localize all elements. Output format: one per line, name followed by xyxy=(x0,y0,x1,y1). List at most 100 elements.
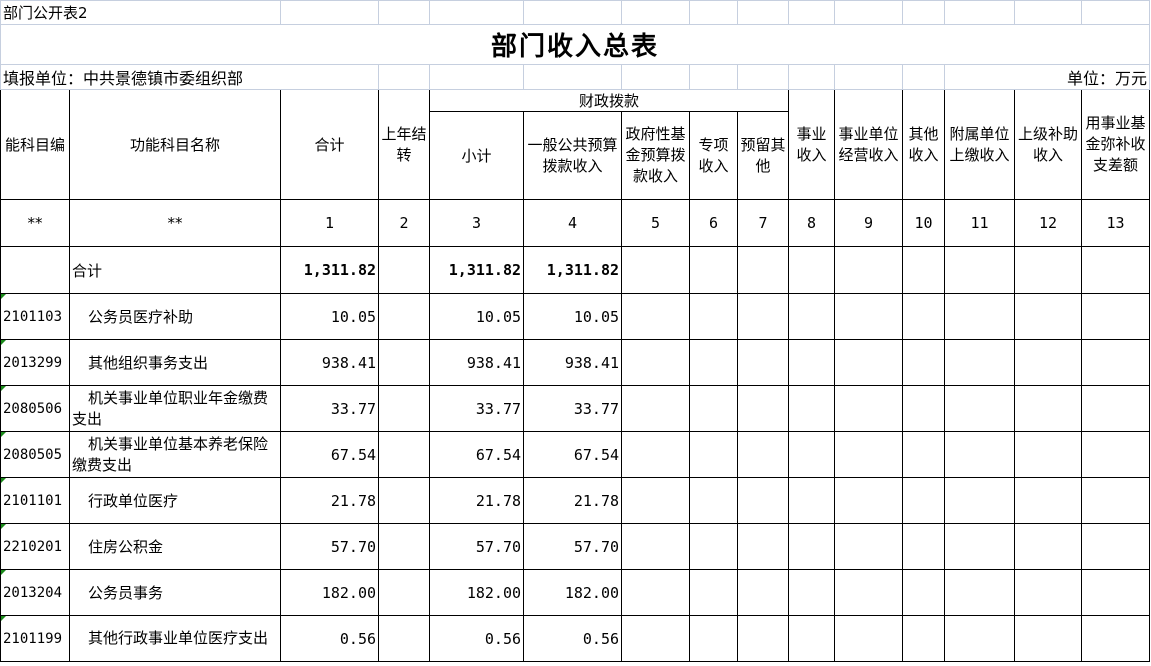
cell[interactable] xyxy=(689,615,739,662)
index-cell[interactable]: 4 xyxy=(523,199,623,247)
row-total[interactable]: 67.54 xyxy=(280,431,380,478)
cell[interactable] xyxy=(621,615,691,662)
total-total[interactable]: 1,311.82 xyxy=(280,246,380,294)
cell[interactable] xyxy=(621,64,691,90)
row-code[interactable]: 2101103 xyxy=(0,293,70,340)
header-other-income[interactable]: 其他收入 xyxy=(902,89,946,200)
cell[interactable] xyxy=(1081,615,1151,662)
cell[interactable] xyxy=(621,385,691,432)
header-total[interactable]: 合计 xyxy=(280,89,380,200)
cell[interactable] xyxy=(1081,569,1151,616)
cell[interactable] xyxy=(902,0,946,25)
cell[interactable] xyxy=(378,477,431,524)
cell[interactable] xyxy=(689,0,739,25)
index-cell[interactable]: ** xyxy=(0,199,70,247)
cell[interactable] xyxy=(834,615,904,662)
cell[interactable] xyxy=(944,523,1016,570)
total-subtotal[interactable]: 1,311.82 xyxy=(429,246,525,294)
cell[interactable] xyxy=(1081,523,1151,570)
index-cell[interactable]: ** xyxy=(68,199,282,247)
cell[interactable] xyxy=(944,615,1016,662)
cell[interactable] xyxy=(378,293,431,340)
index-cell[interactable]: 8 xyxy=(788,199,836,247)
cell[interactable] xyxy=(378,615,431,662)
cell[interactable] xyxy=(834,339,904,386)
index-cell[interactable]: 5 xyxy=(621,199,691,247)
cell[interactable] xyxy=(737,523,790,570)
cell[interactable] xyxy=(737,0,790,25)
header-fund-balance[interactable]: 用事业基金弥补收支差额 xyxy=(1081,89,1151,200)
cell[interactable] xyxy=(689,477,739,524)
cell[interactable] xyxy=(1014,246,1083,294)
cell[interactable] xyxy=(621,431,691,478)
cell[interactable] xyxy=(1081,339,1151,386)
cell[interactable] xyxy=(834,523,904,570)
cell[interactable] xyxy=(1081,0,1151,25)
row-general-budget[interactable]: 0.56 xyxy=(523,615,623,662)
index-cell[interactable]: 10 xyxy=(902,199,946,247)
cell[interactable] xyxy=(737,615,790,662)
row-total[interactable]: 57.70 xyxy=(280,523,380,570)
cell[interactable] xyxy=(378,431,431,478)
row-subtotal[interactable]: 10.05 xyxy=(429,293,525,340)
cell[interactable] xyxy=(788,569,836,616)
cell[interactable] xyxy=(689,246,739,294)
cell[interactable] xyxy=(902,293,946,340)
cell[interactable] xyxy=(737,569,790,616)
cell[interactable] xyxy=(834,431,904,478)
cell[interactable] xyxy=(737,385,790,432)
row-general-budget[interactable]: 10.05 xyxy=(523,293,623,340)
cell[interactable] xyxy=(523,0,623,25)
cell[interactable] xyxy=(1014,385,1083,432)
cell[interactable] xyxy=(788,431,836,478)
row-name[interactable]: 其他组织事务支出 xyxy=(68,339,282,386)
cell[interactable] xyxy=(834,477,904,524)
cell[interactable] xyxy=(834,246,904,294)
row-subtotal[interactable]: 57.70 xyxy=(429,523,525,570)
header-fiscal-group[interactable]: 财政拨款 xyxy=(429,89,790,112)
cell[interactable] xyxy=(788,246,836,294)
row-general-budget[interactable]: 182.00 xyxy=(523,569,623,616)
row-total[interactable]: 33.77 xyxy=(280,385,380,432)
cell[interactable] xyxy=(621,523,691,570)
cell[interactable] xyxy=(1014,0,1083,25)
cell[interactable] xyxy=(944,339,1016,386)
cell[interactable] xyxy=(621,246,691,294)
header-code[interactable]: 能科目编 xyxy=(0,89,70,200)
cell[interactable] xyxy=(902,431,946,478)
page-title[interactable]: 部门收入总表 xyxy=(0,24,1151,65)
header-superior-subsidy[interactable]: 上级补助收入 xyxy=(1014,89,1083,200)
row-code[interactable]: 2080506 xyxy=(0,385,70,432)
header-gov-fund[interactable]: 政府性基金预算拨款收入 xyxy=(621,111,691,200)
row-code[interactable]: 2013204 xyxy=(0,569,70,616)
cell[interactable] xyxy=(737,339,790,386)
row-general-budget[interactable]: 67.54 xyxy=(523,431,623,478)
cell[interactable] xyxy=(737,64,790,90)
cell[interactable] xyxy=(280,0,380,25)
row-total[interactable]: 938.41 xyxy=(280,339,380,386)
cell[interactable] xyxy=(378,385,431,432)
cell[interactable] xyxy=(689,523,739,570)
index-cell[interactable]: 11 xyxy=(944,199,1016,247)
cell[interactable] xyxy=(621,339,691,386)
row-general-budget[interactable]: 57.70 xyxy=(523,523,623,570)
cell[interactable] xyxy=(1081,431,1151,478)
cell[interactable] xyxy=(1014,339,1083,386)
cell[interactable] xyxy=(689,431,739,478)
cell[interactable] xyxy=(689,569,739,616)
cell[interactable] xyxy=(788,477,836,524)
header-operating-income[interactable]: 事业单位经营收入 xyxy=(834,89,904,200)
cell[interactable] xyxy=(944,293,1016,340)
row-subtotal[interactable]: 0.56 xyxy=(429,615,525,662)
cell[interactable] xyxy=(689,64,739,90)
row-total[interactable]: 21.78 xyxy=(280,477,380,524)
total-label[interactable]: 合计 xyxy=(68,246,282,294)
header-name[interactable]: 功能科目名称 xyxy=(68,89,282,200)
cell[interactable] xyxy=(944,431,1016,478)
cell[interactable] xyxy=(378,246,431,294)
header-reserved-other[interactable]: 预留其他 xyxy=(737,111,790,200)
index-cell[interactable]: 12 xyxy=(1014,199,1083,247)
sheet-label[interactable]: 部门公开表2 xyxy=(0,0,282,25)
row-total[interactable]: 10.05 xyxy=(280,293,380,340)
row-subtotal[interactable]: 938.41 xyxy=(429,339,525,386)
